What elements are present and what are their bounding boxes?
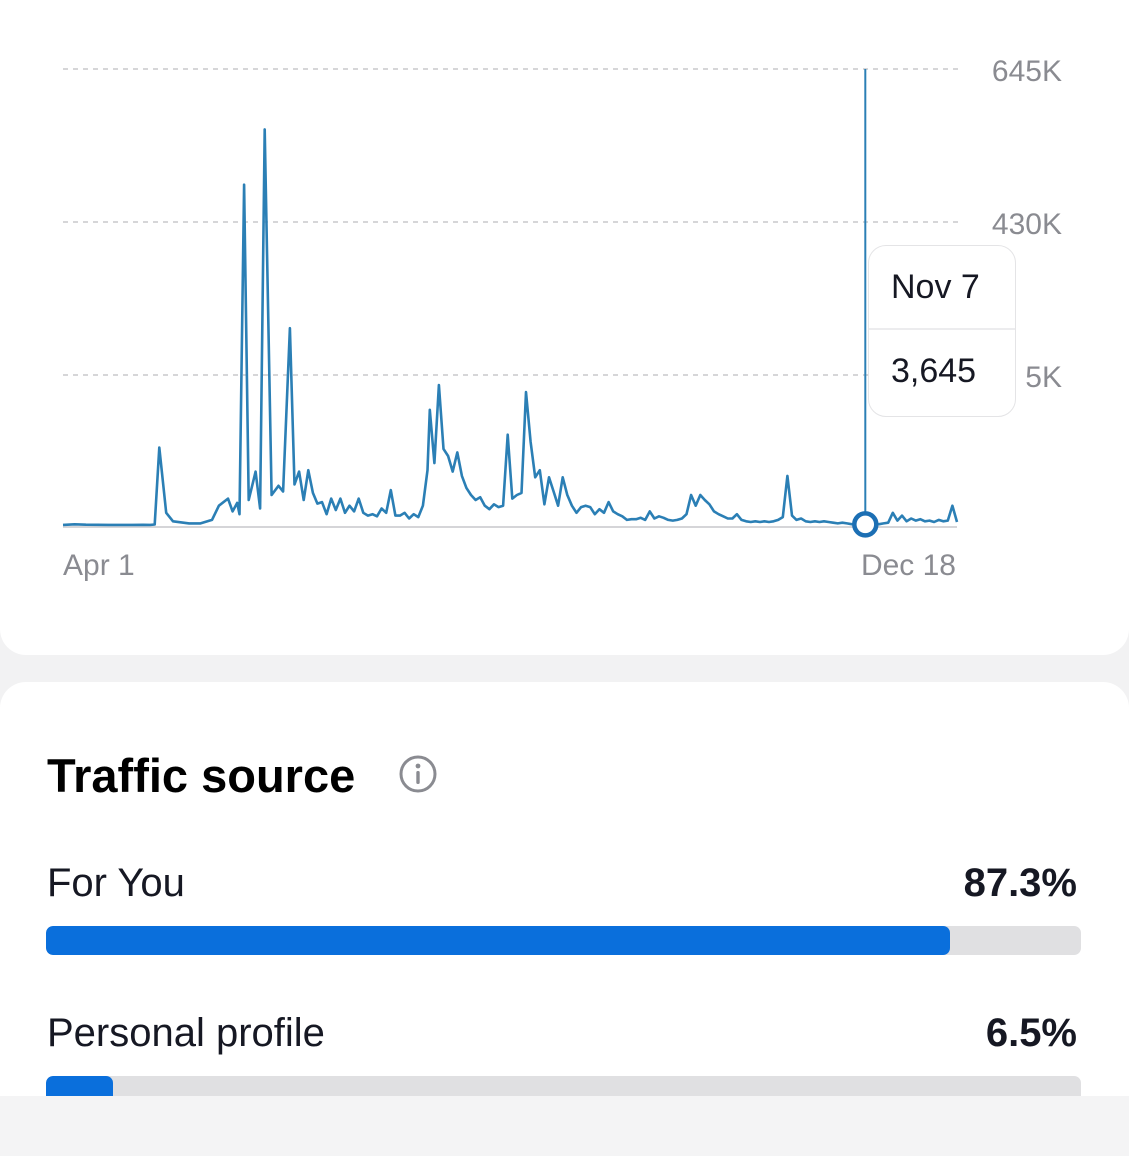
views-series-line <box>62 128 959 527</box>
y-tick-label: 5K <box>1025 361 1062 394</box>
bottom-strip <box>0 1096 1129 1156</box>
chart-tooltip: Nov 7 3,645 <box>868 245 1016 417</box>
traffic-row-personal-profile-label: Personal profile <box>47 1011 325 1055</box>
traffic-row-personal-profile-value: 6.5% <box>985 1011 1077 1055</box>
views-line-chart[interactable]: 645K 430K 5K Apr 1 Dec 18 <box>0 0 1129 655</box>
y-tick-label: 430K <box>992 208 1062 241</box>
tooltip-divider <box>869 328 1015 330</box>
tooltip-value: 3,645 <box>891 352 977 390</box>
tooltip-date: Nov 7 <box>891 268 980 306</box>
traffic-source-title: Traffic source <box>47 749 356 802</box>
traffic-row-for-you-label: For You <box>47 861 185 905</box>
traffic-row-for-you-bar-fill <box>46 926 950 955</box>
traffic-row-for-you-bar <box>46 926 1081 955</box>
hover-marker-point <box>852 511 879 538</box>
x-tick-label-end: Dec 18 <box>861 549 956 582</box>
views-chart-card: 645K 430K 5K Apr 1 Dec 18 Nov 7 3,645 <box>0 0 1129 655</box>
traffic-row-for-you-value: 87.3% <box>963 861 1077 905</box>
traffic-source-card <box>0 682 1129 1096</box>
y-tick-label: 645K <box>992 55 1062 88</box>
x-tick-label-start: Apr 1 <box>63 549 135 582</box>
info-icon[interactable] <box>398 754 438 794</box>
